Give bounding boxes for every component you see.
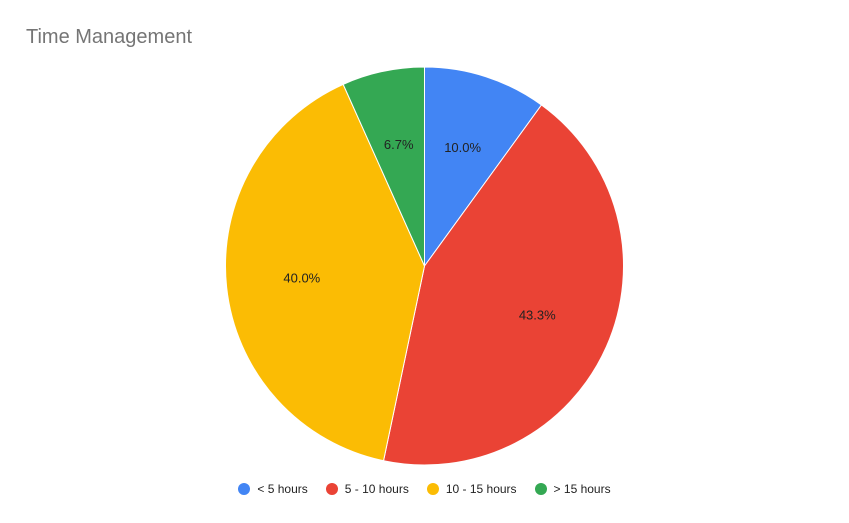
slice-value-label: 43.3% <box>519 308 556 323</box>
slice-value-label: 10.0% <box>444 140 481 155</box>
legend-label: > 15 hours <box>553 482 611 496</box>
pie-slices <box>225 66 624 466</box>
pie-slice-5-10-hours[interactable] <box>382 104 624 466</box>
legend-swatch <box>426 483 439 495</box>
pie-slice-10-15-hours[interactable] <box>225 83 426 462</box>
legend-item-5-hours[interactable]: < 5 hours <box>238 482 308 496</box>
slice-value-label: 40.0% <box>283 271 320 286</box>
legend-item-15-hours[interactable]: > 15 hours <box>534 482 611 496</box>
pie-slice-15-hours[interactable] <box>342 66 425 267</box>
pie-slice-5-hours[interactable] <box>424 66 543 268</box>
legend-swatch <box>534 483 547 495</box>
legend-item-5-10-hours[interactable]: 5 - 10 hours <box>325 482 409 496</box>
chart-legend: < 5 hours 5 - 10 hours 10 - 15 hours > 15 h… <box>0 482 849 496</box>
legend-swatch <box>238 483 251 495</box>
legend-swatch <box>325 483 338 495</box>
chart-title: Time Management <box>26 26 192 48</box>
legend-label: 5 - 10 hours <box>344 482 409 496</box>
slice-value-label: 6.7% <box>384 137 414 152</box>
legend-label: < 5 hours <box>257 482 308 496</box>
legend-label: 10 - 15 hours <box>445 482 517 496</box>
pie-value-labels: 10.0% 43.3% 40.0% 6.7% <box>283 137 556 323</box>
legend-item-10-15-hours[interactable]: 10 - 15 hours <box>426 482 517 496</box>
